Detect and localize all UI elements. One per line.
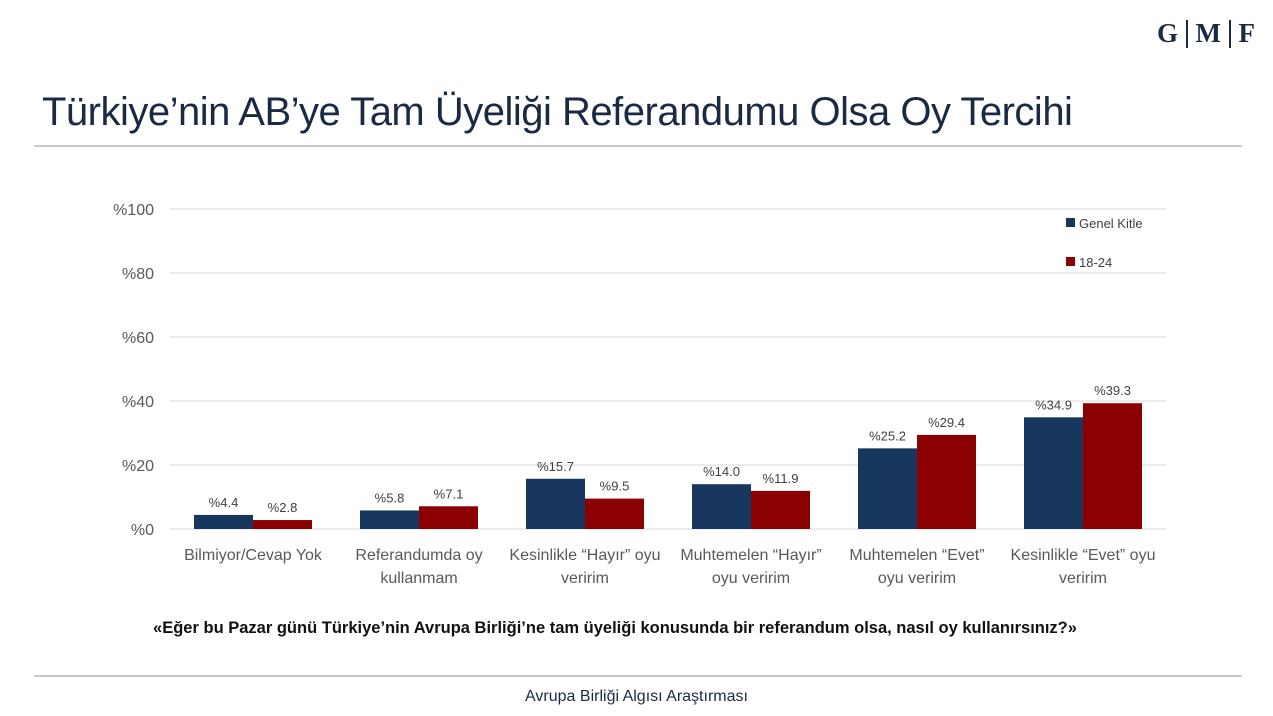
- logo-letter-m: M: [1195, 18, 1221, 48]
- x-tick-label: veririm: [561, 570, 609, 587]
- data-label: %4.4: [209, 495, 239, 510]
- bar: [585, 498, 644, 529]
- bar: [692, 484, 751, 529]
- legend-swatch: [1066, 218, 1075, 227]
- data-label: %11.9: [763, 471, 799, 486]
- logo-divider: [1229, 19, 1231, 48]
- bar: [858, 448, 917, 529]
- x-tick-label: Kesinlikle “Evet” oyu: [1011, 547, 1156, 564]
- x-tick-label: oyu veririm: [712, 570, 790, 587]
- legend-label: Genel Kitle: [1079, 216, 1143, 231]
- slide-title: Türkiye’nin AB’ye Tam Üyeliği Referandum…: [42, 90, 1073, 134]
- x-tick-label: kullanmam: [380, 570, 457, 587]
- data-label: %15.7: [537, 459, 574, 474]
- x-tick-label: Muhtemelen “Evet”: [849, 547, 984, 564]
- bar: [751, 490, 810, 529]
- data-label: %7.1: [434, 486, 464, 501]
- bar: [526, 478, 585, 529]
- title-divider: [34, 145, 1242, 147]
- bar: [1024, 417, 1083, 529]
- y-tick-label: %20: [122, 458, 154, 475]
- bar: [917, 434, 976, 529]
- survey-question: «Eğer bu Pazar günü Türkiye’nin Avrupa B…: [153, 619, 1077, 637]
- x-tick-label: Referandumda oy: [355, 547, 482, 564]
- y-tick-label: %0: [131, 522, 154, 539]
- x-tick-label: veririm: [1059, 570, 1107, 587]
- data-label: %5.8: [375, 490, 405, 505]
- data-label: %9.5: [600, 479, 630, 494]
- logo-divider: [1186, 19, 1188, 48]
- x-tick-label: Muhtemelen “Hayır”: [680, 547, 821, 564]
- legend-label: 18-24: [1079, 255, 1112, 270]
- x-tick-label: oyu veririm: [878, 570, 956, 587]
- bar: [360, 510, 419, 529]
- footer-text: Avrupa Birliği Algısı Araştırması: [525, 688, 748, 705]
- data-label: %14.0: [703, 464, 740, 479]
- y-tick-label: %40: [122, 394, 154, 411]
- bar: [194, 514, 253, 529]
- gmf-logo: G M F: [1157, 18, 1255, 49]
- bar: [253, 520, 312, 529]
- legend-swatch: [1066, 257, 1075, 266]
- data-label: %39.3: [1094, 383, 1131, 398]
- data-label: %25.2: [869, 428, 906, 443]
- y-tick-label: %100: [113, 202, 154, 219]
- footer-divider: [34, 675, 1242, 677]
- bar: [419, 506, 478, 529]
- bar: [1083, 403, 1142, 529]
- y-tick-label: %80: [122, 266, 154, 283]
- x-tick-label: Bilmiyor/Cevap Yok: [184, 547, 323, 564]
- data-label: %29.4: [928, 415, 965, 430]
- logo-letter-g: G: [1157, 18, 1179, 48]
- x-tick-label: Kesinlikle “Hayır” oyu: [509, 547, 660, 564]
- data-label: %2.8: [268, 500, 298, 515]
- y-tick-label: %60: [122, 330, 154, 347]
- logo-letter-f: F: [1238, 18, 1256, 48]
- data-label: %34.9: [1035, 397, 1072, 412]
